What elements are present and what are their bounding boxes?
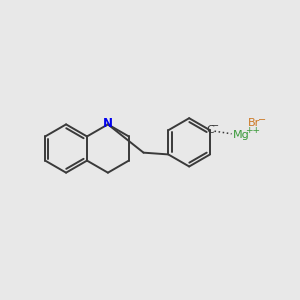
Text: C: C — [207, 125, 214, 135]
Text: −: − — [258, 115, 266, 125]
Text: ++: ++ — [245, 126, 260, 135]
Text: Br: Br — [248, 118, 261, 128]
Text: −: − — [211, 122, 219, 131]
Text: Mg: Mg — [233, 130, 250, 140]
Text: N: N — [103, 117, 113, 130]
